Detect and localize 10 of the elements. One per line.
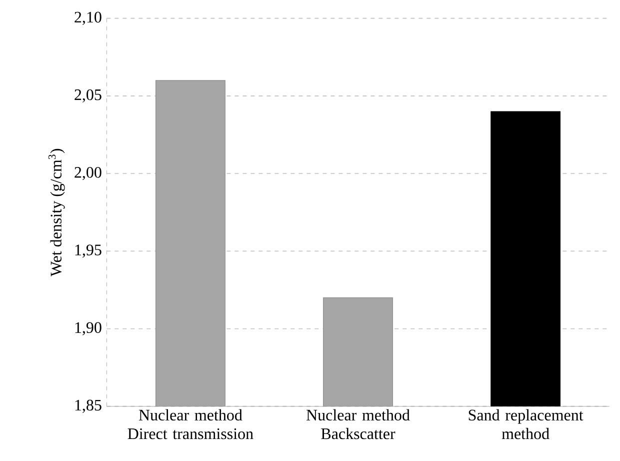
y-tick-label: 1,85 — [75, 400, 102, 413]
x-tick-label: Nuclear method Direct transmission — [128, 409, 254, 440]
y-tick-label: 1,95 — [75, 244, 102, 258]
x-tick-label: Nuclear method Backscatter — [306, 409, 410, 440]
y-axis-title: Wet density (g/cm$^{3}$) — [48, 148, 65, 276]
y-tick-label: 2,10 — [74, 12, 102, 25]
y-tick-label: 2,00 — [74, 166, 102, 180]
x-tick-label: Sand replacement method — [468, 409, 584, 440]
y-tick-label: 2,05 — [74, 89, 102, 102]
y-tick-label: 1,90 — [75, 322, 102, 336]
